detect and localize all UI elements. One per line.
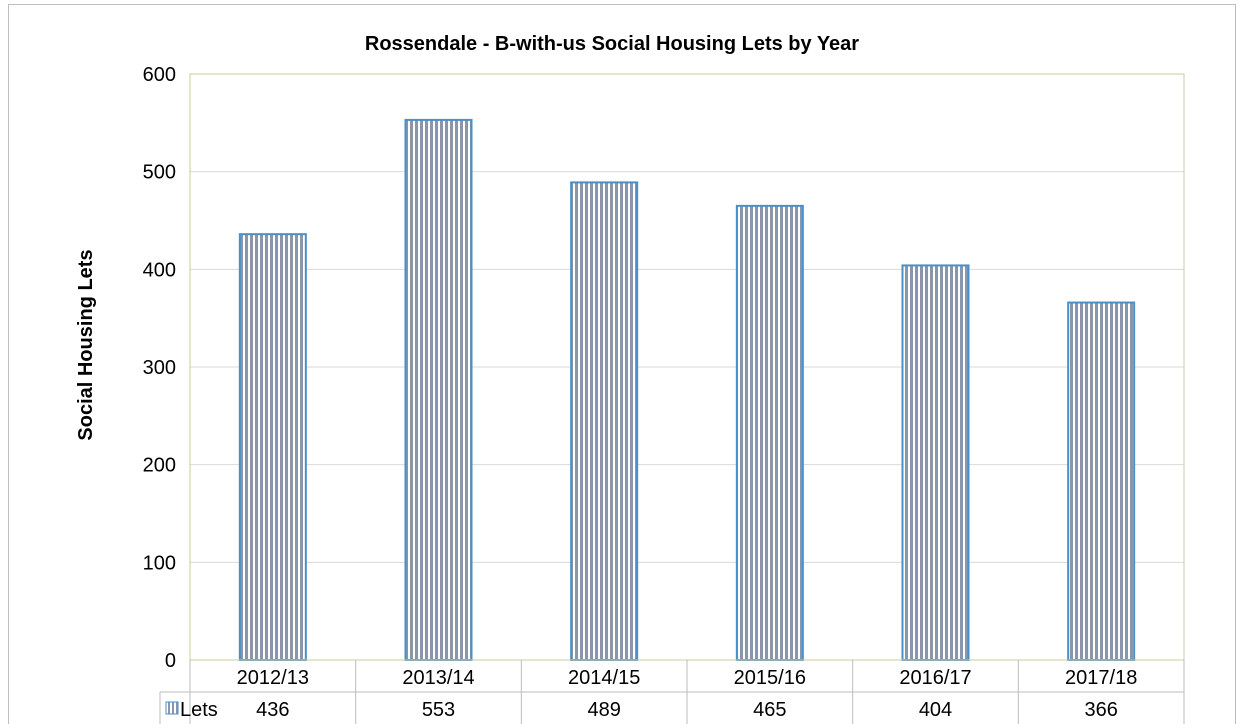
y-tick-label: 100 [143,552,176,574]
data-label: 436 [256,699,289,721]
bar-2015-16 [735,204,804,661]
y-axis-label: Social Housing Lets [75,249,97,440]
legend-label-lets: Lets [180,699,218,721]
y-tick-label: 0 [165,650,176,672]
bar-2017-18 [1067,301,1136,661]
legend-key-lets [165,701,179,715]
category-label: 2013/14 [402,667,474,689]
category-label: 2012/13 [237,667,309,689]
y-tick-labels: 0 100 200 300 400 500 600 [143,64,176,672]
category-label: 2017/18 [1065,667,1137,689]
data-label: 489 [587,699,620,721]
bar-2012-13 [238,233,307,661]
bars [238,118,1136,662]
chart-title: Rossendale - B-with-us Social Housing Le… [365,33,859,55]
data-label: 553 [422,699,455,721]
data-label: 404 [919,699,952,721]
y-tick-label: 500 [143,162,176,184]
data-label: 465 [753,699,786,721]
y-tick-label: 400 [143,259,176,281]
bar-2014-15 [570,181,639,661]
data-table: 2012/13 436 2013/14 553 2014/15 489 2015/16 465… [159,660,1185,724]
y-tick-label: 600 [143,64,176,86]
bar-2013-14 [404,118,473,662]
y-tick-label: 200 [143,455,176,477]
category-label: 2014/15 [568,667,640,689]
bar-2016-17 [901,264,970,661]
legend: Lets [165,699,218,721]
gridlines [190,171,1184,563]
y-tick-label: 300 [143,357,176,379]
category-label: 2015/16 [734,667,806,689]
category-label: 2016/17 [899,667,971,689]
data-label: 366 [1084,699,1117,721]
